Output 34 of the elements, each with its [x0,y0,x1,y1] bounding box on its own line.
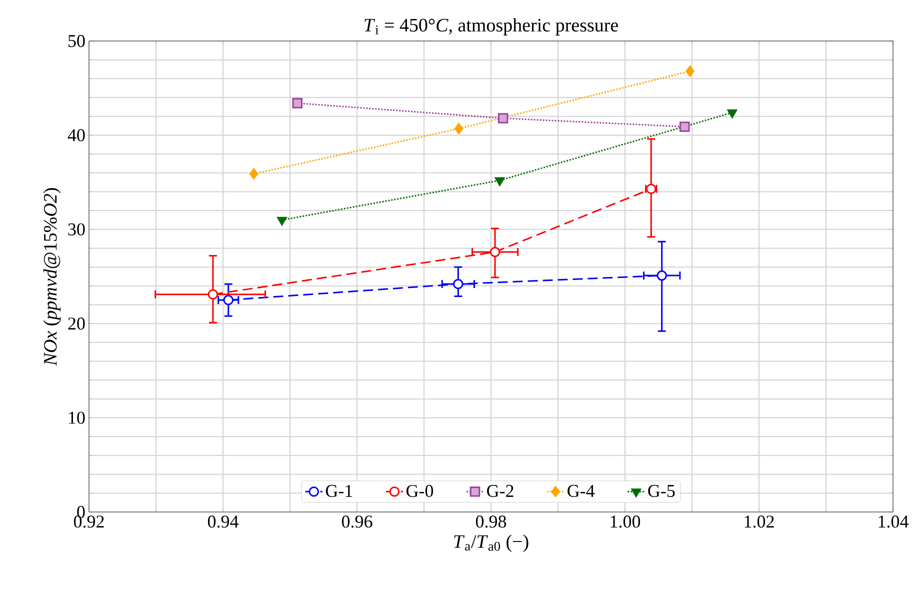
legend-label: G-1 [326,484,352,498]
point [727,109,738,118]
y-tick-label: 40 [68,129,85,142]
point [223,294,234,306]
x-tick-label: 0.98 [476,516,506,528]
point [453,278,464,290]
y-tick-label: 10 [69,412,85,424]
point [454,123,464,134]
x-tick-label: 1.04 [878,516,908,528]
point [679,122,690,132]
y-tick-label: 50 [68,34,85,48]
legend-label: G-4 [568,484,595,498]
point [292,98,303,108]
point [277,216,287,226]
point [249,168,258,180]
y-tick-label: 0 [77,506,85,518]
y-tick-label: 30 [68,223,85,236]
legend-label: G-2 [487,484,514,498]
x-axis-title: T$_{a}$/T$_{a0}$ (−) [454,534,528,552]
legend-label: G-5 [648,484,675,498]
point [208,289,218,300]
legend-label: G-0 [406,484,434,498]
x-tick-label: 1.00 [610,516,640,528]
point [494,177,505,186]
point [498,113,508,124]
x-tick-label: 0.94 [208,516,238,528]
x-tick-label: 0.92 [74,516,104,528]
point [656,270,668,281]
point [686,66,694,77]
x-tick-label: 1.02 [744,516,774,528]
x-tick-label: 0.96 [342,516,372,528]
chart-title: T$_{i}$ = 450°C, atmospheric pressure [364,18,618,36]
point [490,246,500,258]
y-tick-label: 20 [68,318,85,330]
